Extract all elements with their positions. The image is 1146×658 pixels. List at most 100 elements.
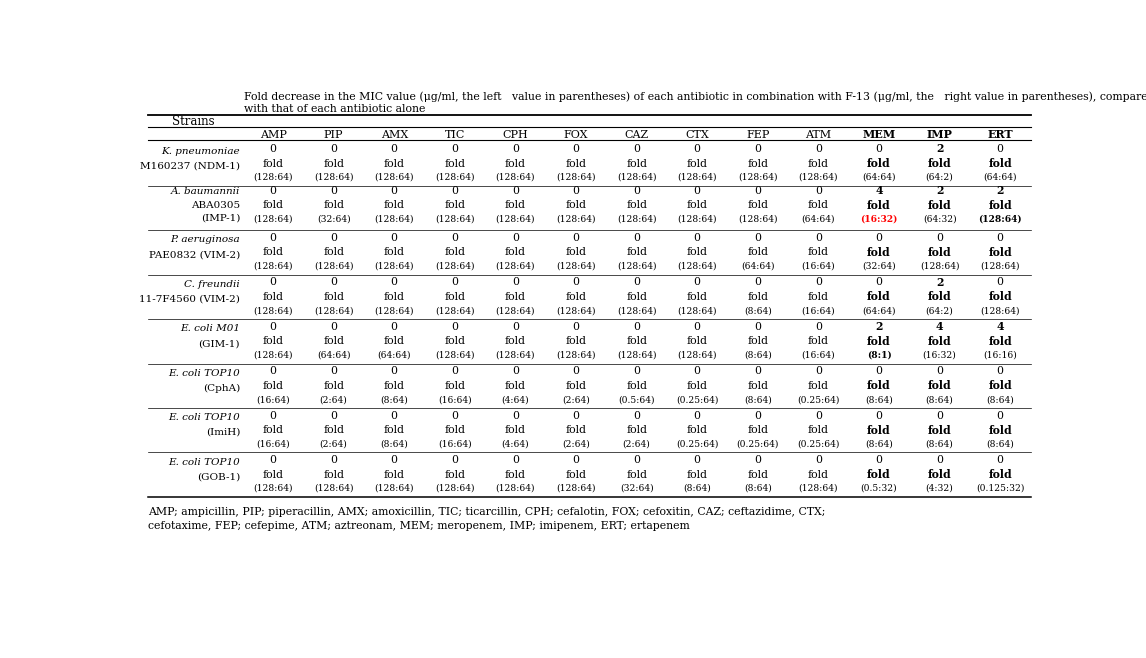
- Text: (64:64): (64:64): [862, 173, 896, 182]
- Text: fold: fold: [928, 380, 951, 392]
- Text: E. coli M01: E. coli M01: [180, 324, 240, 334]
- Text: (128:64): (128:64): [799, 173, 838, 182]
- Text: Strains: Strains: [172, 115, 214, 128]
- Text: (64:64): (64:64): [317, 351, 351, 360]
- Text: fold: fold: [262, 200, 283, 211]
- Text: fold: fold: [505, 336, 526, 346]
- Text: (64:32): (64:32): [923, 215, 957, 224]
- Text: FEP: FEP: [746, 130, 769, 140]
- Text: fold: fold: [988, 336, 1012, 347]
- Text: 0: 0: [573, 366, 580, 376]
- Text: 2: 2: [936, 143, 943, 155]
- Text: 0: 0: [754, 322, 761, 332]
- Text: 0: 0: [997, 144, 1004, 154]
- Text: fold: fold: [808, 159, 829, 168]
- Text: 0: 0: [512, 233, 519, 243]
- Text: 0: 0: [997, 233, 1004, 243]
- Text: (128:64): (128:64): [556, 484, 596, 493]
- Text: fold: fold: [928, 247, 951, 258]
- Text: 0: 0: [633, 455, 641, 465]
- Text: 0: 0: [512, 322, 519, 332]
- Text: 0: 0: [936, 366, 943, 376]
- Text: 0: 0: [693, 186, 700, 195]
- Text: CTX: CTX: [685, 130, 709, 140]
- Text: (32:64): (32:64): [620, 484, 653, 493]
- Text: 0: 0: [452, 366, 458, 376]
- Text: (128:64): (128:64): [314, 262, 353, 270]
- Text: (128:64): (128:64): [435, 306, 474, 315]
- Text: fold: fold: [384, 159, 405, 168]
- Text: (2:64): (2:64): [320, 395, 347, 404]
- Text: CPH: CPH: [503, 130, 528, 140]
- Text: (128:64): (128:64): [496, 262, 535, 270]
- Text: AMP; ampicillin, PIP; piperacillin, AMX; amoxicillin, TIC; ticarcillin, CPH; cef: AMP; ampicillin, PIP; piperacillin, AMX;…: [148, 507, 825, 517]
- Text: fold: fold: [565, 247, 587, 257]
- Text: C. freundii: C. freundii: [185, 280, 240, 289]
- Text: A. baumannii: A. baumannii: [171, 188, 240, 197]
- Text: fold: fold: [747, 200, 768, 211]
- Text: fold: fold: [262, 292, 283, 302]
- Text: fold: fold: [384, 425, 405, 435]
- Text: fold: fold: [445, 159, 465, 168]
- Text: (8:64): (8:64): [380, 395, 408, 404]
- Text: 0: 0: [391, 455, 398, 465]
- Text: (2:64): (2:64): [563, 395, 590, 404]
- Text: fold: fold: [323, 381, 344, 391]
- Text: fold: fold: [565, 200, 587, 211]
- Text: (128:64): (128:64): [617, 351, 657, 360]
- Text: (64:64): (64:64): [983, 173, 1017, 182]
- Text: K. pneumoniae: K. pneumoniae: [162, 147, 240, 155]
- Text: 0: 0: [452, 277, 458, 287]
- Text: (128:64): (128:64): [253, 215, 292, 224]
- Text: 0: 0: [269, 455, 276, 465]
- Text: (16:32): (16:32): [923, 351, 957, 360]
- Text: (GOB-1): (GOB-1): [197, 472, 240, 482]
- Text: fold: fold: [928, 425, 951, 436]
- Text: (8:64): (8:64): [865, 395, 893, 404]
- Text: (8:64): (8:64): [683, 484, 711, 493]
- Text: fold: fold: [686, 470, 708, 480]
- Text: 0: 0: [754, 186, 761, 195]
- Text: 0: 0: [633, 322, 641, 332]
- Text: (128:64): (128:64): [979, 215, 1022, 224]
- Text: fold: fold: [384, 470, 405, 480]
- Text: (128:64): (128:64): [375, 484, 414, 493]
- Text: (8:1): (8:1): [866, 351, 892, 360]
- Text: 0: 0: [936, 455, 943, 465]
- Text: 0: 0: [754, 366, 761, 376]
- Text: fold: fold: [928, 469, 951, 480]
- Text: 0: 0: [754, 411, 761, 420]
- Text: fold: fold: [384, 247, 405, 257]
- Text: fold: fold: [747, 470, 768, 480]
- Text: fold: fold: [505, 247, 526, 257]
- Text: (128:64): (128:64): [677, 215, 717, 224]
- Text: (128:64): (128:64): [253, 351, 292, 360]
- Text: (128:64): (128:64): [556, 215, 596, 224]
- Text: 0: 0: [754, 277, 761, 287]
- Text: 0: 0: [754, 144, 761, 154]
- Text: M160237 (NDM-1): M160237 (NDM-1): [140, 161, 240, 170]
- Text: fold: fold: [808, 292, 829, 302]
- Text: (16:64): (16:64): [257, 395, 290, 404]
- Text: fold: fold: [686, 200, 708, 211]
- Text: 0: 0: [997, 455, 1004, 465]
- Text: 0: 0: [452, 322, 458, 332]
- Text: 0: 0: [815, 322, 822, 332]
- Text: fold: fold: [626, 200, 647, 211]
- Text: fold: fold: [868, 380, 890, 392]
- Text: 0: 0: [452, 233, 458, 243]
- Text: (0.5:64): (0.5:64): [619, 395, 654, 404]
- Text: fold: fold: [505, 425, 526, 435]
- Text: (128:64): (128:64): [253, 306, 292, 315]
- Text: 0: 0: [269, 144, 276, 154]
- Text: (128:64): (128:64): [435, 351, 474, 360]
- Text: 4: 4: [936, 321, 943, 332]
- Text: (0.25:64): (0.25:64): [676, 395, 719, 404]
- Text: fold: fold: [868, 425, 890, 436]
- Text: 0: 0: [269, 411, 276, 420]
- Text: 0: 0: [633, 233, 641, 243]
- Text: fold: fold: [384, 200, 405, 211]
- Text: (128:64): (128:64): [799, 484, 838, 493]
- Text: fold: fold: [262, 336, 283, 346]
- Text: (128:64): (128:64): [496, 215, 535, 224]
